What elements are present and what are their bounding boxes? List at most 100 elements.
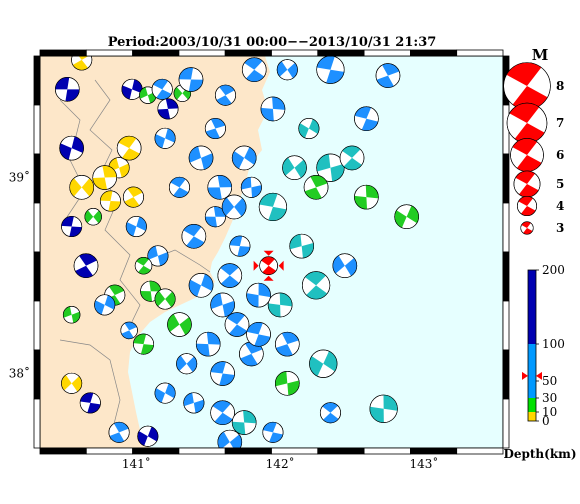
focal-mechanism-point (116, 135, 142, 161)
depth-marker-left (522, 371, 528, 380)
focal-mechanism-point (84, 208, 102, 226)
frame-segment (85, 447, 134, 455)
frame-segment (502, 300, 510, 351)
focal-mechanism-point (167, 312, 192, 337)
frame-segment (409, 447, 458, 455)
depth-tick-label: 200 (542, 263, 565, 277)
magnitude-legend-item: 6 (510, 138, 564, 172)
magnitude-legend-item: 4 (517, 196, 564, 216)
focal-mechanism-point (73, 253, 99, 279)
magnitude-legend-item: 5 (513, 170, 564, 198)
focal-mechanism-point (178, 67, 204, 92)
focal-mechanism-point (62, 306, 81, 324)
figure-title: Period:2003/10/31 00:00−−2013/10/31 21:3… (108, 35, 437, 50)
depth-band (528, 344, 536, 398)
map-area (40, 56, 503, 448)
frame-segment (502, 153, 510, 204)
depth-band (528, 398, 536, 412)
lon-tick-label: 142˚ (266, 456, 295, 471)
focal-mechanism-point (289, 233, 314, 259)
frame-segment (317, 49, 365, 57)
depth-scale-label: Depth(km) (503, 447, 576, 461)
frame-segment (85, 49, 134, 57)
frame-segment (317, 447, 365, 455)
focal-mechanism-point (188, 273, 214, 298)
frame-segment (39, 447, 87, 455)
frame-segment (33, 300, 41, 351)
depth-tick-label: 0 (542, 414, 550, 428)
focal-mechanism-point (207, 175, 233, 200)
focal-mechanism-point (221, 194, 247, 220)
frame-segment (271, 447, 319, 455)
frame-segment (33, 398, 41, 449)
frame-segment (33, 104, 41, 155)
magnitude-legend-label: 8 (556, 79, 564, 93)
lon-tick-label: 141˚ (122, 456, 151, 471)
focal-mechanism-point (276, 59, 298, 81)
focal-mechanism-point (319, 402, 341, 424)
depth-tick-label: 100 (542, 337, 565, 351)
frame-segment (178, 49, 226, 57)
frame-segment (502, 349, 510, 400)
focal-mechanism-point (298, 118, 320, 140)
magnitude-legend-label: 3 (556, 221, 564, 235)
focal-mechanism-point (214, 84, 236, 106)
focal-mechanism-point (339, 145, 365, 171)
focal-mechanism-point (188, 145, 214, 171)
focal-mechanism-point (154, 288, 176, 310)
magnitude-legend-title: M (532, 46, 549, 64)
focal-mechanism-point (301, 271, 331, 300)
depth-bar-outline (527, 269, 537, 422)
frame-segment (502, 251, 510, 302)
focal-mechanism-point (92, 165, 118, 190)
frame-segment (33, 349, 41, 400)
focal-mechanism-point (108, 421, 130, 443)
focal-mechanism-point (122, 186, 144, 208)
focal-mechanism-point (309, 349, 338, 378)
focal-mechanism-point (195, 331, 221, 357)
magnitude-legend-item: 8 (503, 62, 564, 110)
focal-mechanism-point (267, 292, 293, 318)
focal-mechanism-point (375, 63, 401, 88)
focal-mechanism-point (231, 410, 257, 435)
frame-segment (502, 398, 510, 449)
focal-mechanism-point (71, 56, 93, 71)
focal-mechanism-point (55, 77, 80, 102)
focal-mechanism-point (120, 321, 138, 340)
focal-mechanism-point (332, 253, 358, 279)
frame-segment (39, 49, 87, 57)
focal-mechanism-point (69, 175, 94, 200)
depth-tick-label: 10 (542, 405, 557, 419)
frame-segment (456, 447, 504, 455)
lon-tick-label: 143˚ (409, 456, 438, 471)
magnitude-legend-label: 4 (556, 199, 564, 213)
frame-segment (456, 49, 504, 57)
focal-mechanism-point (210, 292, 235, 318)
frame-segment (132, 49, 180, 57)
focal-mechanism-point (154, 127, 176, 149)
focal-mechanism-point (369, 394, 398, 423)
focal-mechanism-point (354, 184, 379, 210)
magnitude-legend-label: 7 (556, 116, 564, 130)
focal-mechanism-point (224, 312, 250, 337)
axis-tick-labels: 141˚ 142˚ 143˚ 38˚ 39˚ (9, 170, 439, 471)
frame-segment (132, 447, 180, 455)
frame-segment (363, 447, 411, 455)
focal-mechanism-point (204, 118, 226, 140)
focal-mechanism-point (133, 333, 155, 355)
selected-event-marker (253, 250, 284, 281)
focal-mechanism-point (258, 192, 288, 222)
focal-mechanism-point (210, 400, 235, 426)
depth-tick-label: 30 (542, 391, 557, 405)
frame-segment (271, 49, 319, 57)
focal-mechanism-point (229, 235, 251, 257)
focal-mechanism-point (94, 294, 116, 316)
lat-tick-label: 38˚ (9, 366, 30, 381)
focal-mechanism-point (183, 392, 205, 414)
magnitude-legend-label: 5 (556, 177, 564, 191)
focal-mechanism-point (316, 56, 345, 84)
magnitude-legend-item: 7 (506, 102, 564, 144)
focal-mechanism-point (394, 204, 419, 230)
